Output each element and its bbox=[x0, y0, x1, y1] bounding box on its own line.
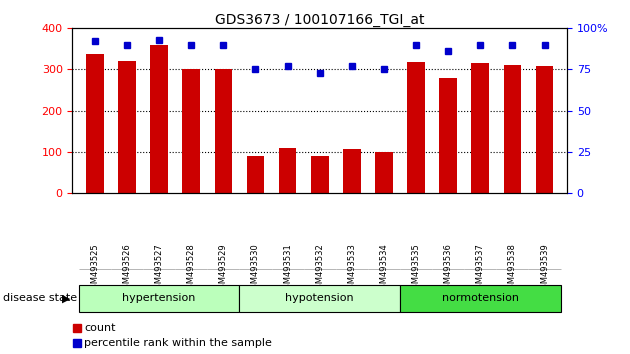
Text: disease state: disease state bbox=[3, 293, 77, 303]
Bar bbox=[183, 69, 200, 193]
Text: GSM493526: GSM493526 bbox=[123, 244, 132, 295]
Text: GSM493537: GSM493537 bbox=[476, 244, 485, 295]
Text: count: count bbox=[84, 322, 116, 332]
Bar bbox=[279, 148, 297, 193]
Text: hypotension: hypotension bbox=[285, 293, 354, 303]
Text: GSM493538: GSM493538 bbox=[508, 244, 517, 295]
Text: GSM493529: GSM493529 bbox=[219, 244, 228, 295]
Text: hypertension: hypertension bbox=[122, 293, 196, 303]
Bar bbox=[471, 63, 489, 193]
Bar bbox=[239, 285, 400, 312]
Text: GSM493530: GSM493530 bbox=[251, 244, 260, 295]
Bar bbox=[215, 69, 232, 193]
Text: GSM493536: GSM493536 bbox=[444, 244, 453, 295]
Bar bbox=[375, 152, 392, 193]
Bar bbox=[439, 78, 457, 193]
Bar bbox=[247, 156, 265, 193]
Bar bbox=[536, 66, 553, 193]
Text: GSM493534: GSM493534 bbox=[379, 244, 389, 295]
Text: ▶: ▶ bbox=[62, 293, 70, 303]
Title: GDS3673 / 100107166_TGI_at: GDS3673 / 100107166_TGI_at bbox=[215, 13, 425, 27]
Text: GSM493532: GSM493532 bbox=[315, 244, 324, 295]
Bar bbox=[400, 285, 561, 312]
Text: percentile rank within the sample: percentile rank within the sample bbox=[84, 338, 272, 348]
Bar bbox=[118, 61, 136, 193]
Text: GSM493525: GSM493525 bbox=[91, 244, 100, 295]
Bar bbox=[79, 285, 239, 312]
Bar bbox=[343, 149, 360, 193]
Bar bbox=[503, 65, 521, 193]
Text: GSM493531: GSM493531 bbox=[283, 244, 292, 295]
Text: GSM493528: GSM493528 bbox=[186, 244, 196, 295]
Text: normotension: normotension bbox=[442, 293, 518, 303]
Text: GSM493533: GSM493533 bbox=[347, 244, 357, 295]
Text: GSM493535: GSM493535 bbox=[411, 244, 421, 295]
Bar bbox=[86, 54, 104, 193]
Bar bbox=[311, 156, 329, 193]
Text: GSM493539: GSM493539 bbox=[540, 244, 549, 295]
Bar bbox=[407, 62, 425, 193]
Bar bbox=[151, 45, 168, 193]
Text: GSM493527: GSM493527 bbox=[154, 244, 164, 295]
